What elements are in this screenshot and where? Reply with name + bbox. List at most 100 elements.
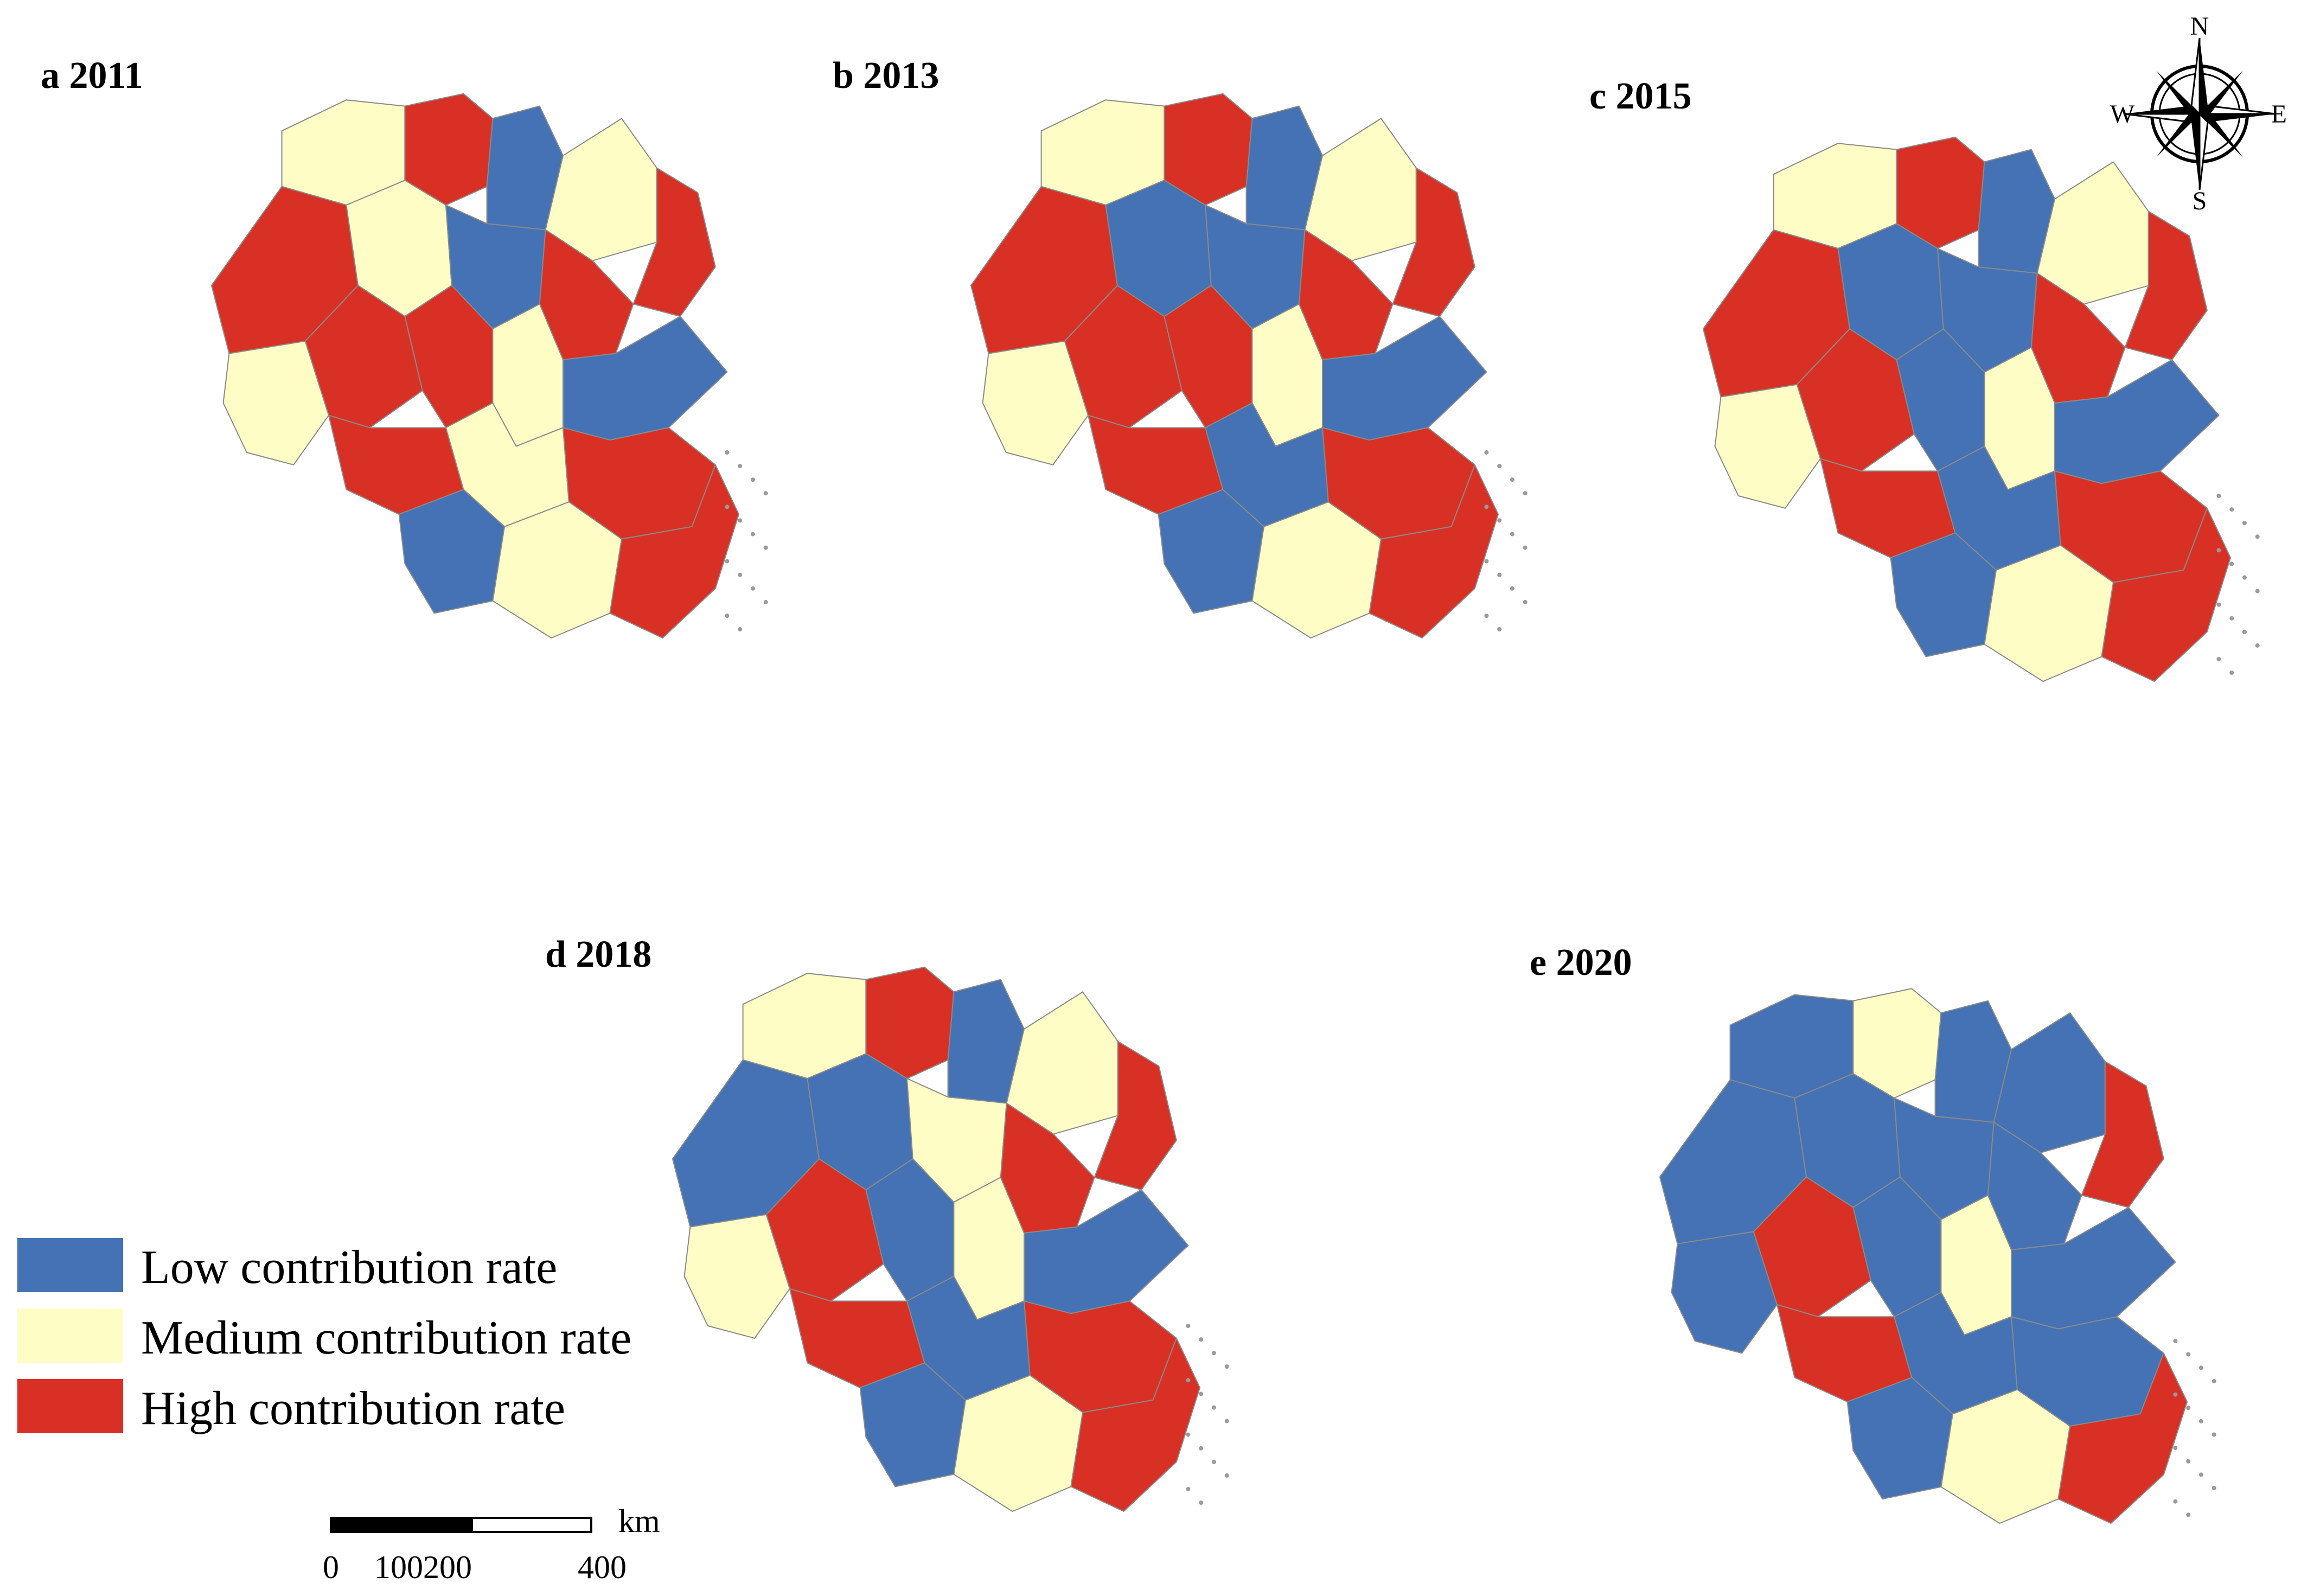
coastal-island bbox=[738, 627, 743, 631]
coastal-island bbox=[2242, 521, 2247, 526]
coastal-island bbox=[1484, 559, 1489, 564]
map-panel-2013 bbox=[970, 93, 1528, 639]
coastal-island bbox=[2216, 548, 2221, 553]
scale-bar bbox=[330, 1517, 592, 1533]
coastal-island bbox=[725, 450, 730, 455]
coastal-island bbox=[2198, 1365, 2203, 1370]
coastal-island bbox=[1497, 464, 1502, 469]
coastal-island bbox=[1199, 1337, 1204, 1342]
compass-west-label: W bbox=[2110, 100, 2135, 129]
legend-swatch-high bbox=[16, 1378, 124, 1434]
coastal-island bbox=[2229, 561, 2234, 566]
coastal-island bbox=[1224, 1473, 1229, 1478]
compass-south-label: S bbox=[2193, 187, 2207, 212]
panel-title-2015: c 2015 bbox=[1589, 75, 1692, 117]
panel-title-2018: d 2018 bbox=[545, 934, 652, 975]
coastal-island bbox=[750, 532, 755, 537]
region-3 bbox=[1993, 1012, 2106, 1153]
map-panel-2015 bbox=[1703, 136, 2260, 682]
coastal-island bbox=[2198, 1419, 2203, 1423]
coastal-island bbox=[1523, 491, 1528, 496]
coastal-island bbox=[738, 464, 743, 469]
legend-swatch-medium bbox=[16, 1307, 124, 1364]
scale-unit: km bbox=[618, 1503, 660, 1539]
coastal-island bbox=[1510, 586, 1514, 591]
coastal-island bbox=[2212, 1486, 2216, 1490]
coastal-island bbox=[2216, 494, 2221, 498]
coastal-island bbox=[2216, 602, 2221, 607]
coastal-island bbox=[738, 572, 743, 577]
coastal-island bbox=[750, 586, 755, 591]
coastal-island bbox=[2212, 1378, 2216, 1383]
map-panel-2018 bbox=[672, 966, 1229, 1512]
region-19 bbox=[1369, 464, 1499, 639]
coastal-island bbox=[763, 491, 768, 496]
legend-label-high: High contribution rate bbox=[141, 1382, 566, 1435]
coastal-island bbox=[2255, 534, 2260, 539]
map-panel-2020 bbox=[1659, 988, 2216, 1524]
coastal-island bbox=[2173, 1392, 2178, 1397]
coastal-island bbox=[2186, 1459, 2191, 1464]
coastal-island bbox=[1224, 1364, 1229, 1369]
coastal-island bbox=[2216, 657, 2221, 661]
coastal-island bbox=[1211, 1351, 1216, 1356]
coastal-island bbox=[1199, 1446, 1204, 1451]
coastal-island bbox=[725, 614, 730, 618]
coastal-island bbox=[2229, 671, 2234, 675]
coastal-island bbox=[2212, 1432, 2216, 1437]
region-3 bbox=[1006, 991, 1119, 1135]
coastal-island bbox=[2186, 1352, 2191, 1357]
legend-label-medium: Medium contribution rate bbox=[141, 1312, 632, 1364]
region-19 bbox=[609, 464, 739, 639]
scale-tick-100: 100 bbox=[374, 1549, 423, 1585]
legend-swatch-low bbox=[16, 1237, 124, 1293]
panel-title-2011: a 2011 bbox=[41, 55, 143, 97]
coastal-island bbox=[1484, 505, 1489, 509]
compass-north-label: N bbox=[2190, 16, 2209, 41]
coastal-island bbox=[1497, 518, 1502, 523]
coastal-island bbox=[1224, 1419, 1229, 1423]
coastal-island bbox=[1199, 1501, 1204, 1505]
coastal-island bbox=[2186, 1406, 2191, 1410]
panel-title-2013: b 2013 bbox=[833, 55, 939, 97]
region-19 bbox=[1070, 1337, 1200, 1512]
coastal-island bbox=[1211, 1405, 1216, 1410]
coastal-island bbox=[725, 505, 730, 509]
coastal-island bbox=[2173, 1446, 2178, 1451]
coastal-island bbox=[1497, 627, 1502, 631]
coastal-island bbox=[1186, 1487, 1191, 1491]
coastal-island bbox=[2229, 616, 2234, 621]
coastal-island bbox=[1523, 599, 1528, 604]
scale-tick-0: 0 bbox=[323, 1549, 339, 1585]
coastal-island bbox=[738, 518, 743, 523]
compass-east-label: E bbox=[2271, 100, 2287, 129]
coastal-island bbox=[763, 545, 768, 550]
coastal-island bbox=[1484, 450, 1489, 455]
scale-tick-200: 200 bbox=[423, 1549, 472, 1585]
region-19 bbox=[2101, 507, 2231, 682]
coastal-island bbox=[1497, 572, 1502, 577]
coastal-island bbox=[1510, 532, 1514, 537]
panel-title-2020: e 2020 bbox=[1530, 942, 1632, 984]
coastal-island bbox=[1510, 477, 1514, 482]
coastal-island bbox=[750, 477, 755, 482]
coastal-island bbox=[2229, 507, 2234, 512]
coastal-island bbox=[1523, 545, 1528, 550]
coastal-island bbox=[2255, 643, 2260, 648]
coastal-island bbox=[1186, 1378, 1191, 1383]
region-19 bbox=[2057, 1352, 2188, 1524]
scale-tick-400: 400 bbox=[578, 1549, 627, 1585]
coastal-island bbox=[1199, 1391, 1204, 1396]
coastal-island bbox=[2173, 1499, 2178, 1504]
coastal-island bbox=[763, 599, 768, 604]
map-panel-2011 bbox=[211, 93, 768, 639]
coastal-island bbox=[2242, 575, 2247, 580]
coastal-island bbox=[1186, 1324, 1191, 1328]
compass-rose-icon: N S E W bbox=[2110, 16, 2287, 212]
region-3 bbox=[545, 118, 657, 261]
coastal-island bbox=[1484, 614, 1489, 618]
coastal-island bbox=[2198, 1472, 2203, 1477]
coastal-island bbox=[2173, 1339, 2178, 1343]
coastal-island bbox=[725, 559, 730, 564]
